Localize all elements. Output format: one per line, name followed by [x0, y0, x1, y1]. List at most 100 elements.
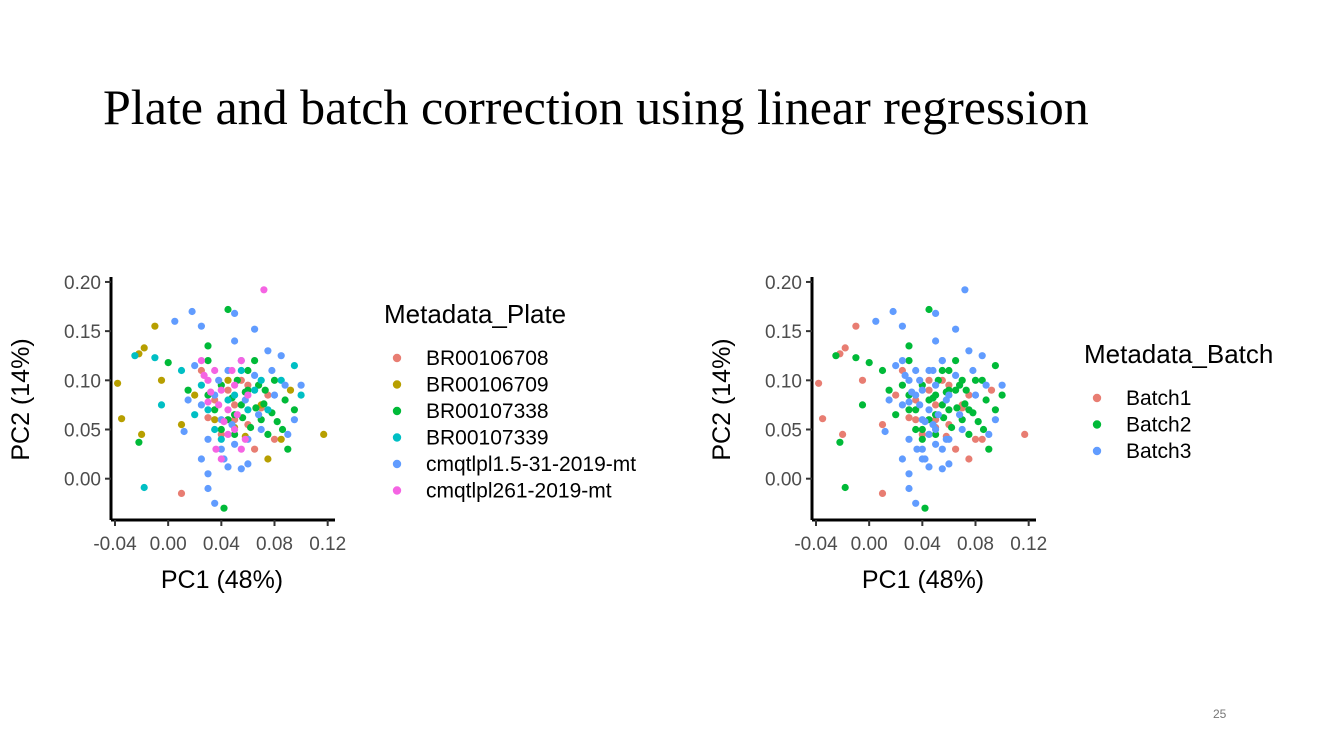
scatter-point	[264, 455, 272, 463]
scatter-point	[913, 445, 921, 453]
scatter-point	[290, 416, 298, 424]
scatter-point	[231, 391, 239, 399]
scatter-point	[912, 499, 920, 507]
scatter-point	[217, 445, 225, 453]
scatter-point	[233, 411, 241, 419]
x-tick-label: 0.04	[904, 534, 941, 555]
scatter-point	[925, 463, 933, 471]
scatter-point	[971, 376, 980, 384]
scatter-point	[905, 398, 913, 406]
scatter-point	[197, 381, 205, 389]
scatter-point	[204, 470, 212, 478]
scatter-point	[237, 445, 245, 453]
scatter-point	[270, 376, 279, 384]
scatter-point	[257, 425, 265, 434]
scatter-point	[934, 411, 942, 419]
scatter-point	[841, 344, 849, 352]
scatter-point	[140, 483, 148, 492]
scatter-point	[215, 376, 223, 384]
scatter-point	[188, 307, 196, 316]
scatter-point	[231, 440, 239, 448]
scatter-point	[231, 381, 239, 389]
scatter-point	[952, 371, 960, 379]
legend-label: cmqtlpl1.5-31-2019-mt	[426, 453, 636, 476]
scatter-point	[224, 406, 232, 414]
scatter-point	[952, 325, 960, 333]
scatter-point	[180, 427, 188, 436]
scatter-point	[841, 483, 849, 492]
scatter-point	[852, 322, 860, 330]
scatter-point	[925, 305, 933, 314]
x-tick-label: 0.08	[256, 534, 293, 555]
legend-key	[1092, 446, 1102, 456]
scatter-point	[281, 396, 289, 404]
scatter-point	[224, 376, 232, 384]
scatter-point	[237, 465, 245, 473]
scatter-point	[224, 396, 232, 404]
scatter-point	[953, 404, 961, 412]
scatter-point	[945, 391, 953, 399]
scatter-point	[191, 411, 199, 419]
scatter-point	[270, 391, 279, 399]
scatter-point	[297, 391, 305, 399]
scatter-point	[191, 391, 199, 399]
scatter-point	[320, 430, 328, 438]
legend-label: BR00106708	[426, 347, 549, 370]
scatter-point	[270, 435, 279, 443]
scatter-point	[151, 354, 159, 362]
scatter-point	[220, 418, 228, 426]
scatter-point	[978, 352, 986, 360]
y-axis-title: PC2 (14%)	[7, 338, 35, 460]
scatter-point	[932, 337, 940, 345]
scatter-point	[912, 366, 920, 375]
scatter-point	[948, 423, 956, 432]
scatter-point	[832, 352, 840, 360]
scatter-point	[998, 391, 1006, 399]
scatter-point	[978, 376, 986, 384]
scatter-point	[961, 400, 969, 408]
scatter-point	[815, 379, 823, 387]
scatter-point	[204, 357, 212, 365]
scatter-point	[965, 430, 973, 438]
scatter-point	[1021, 430, 1029, 438]
scatter-point	[912, 425, 920, 434]
y-tick-label: 0.10	[64, 371, 101, 392]
scatter-point	[985, 430, 993, 438]
scatter-point	[277, 376, 285, 384]
scatter-point	[898, 381, 907, 389]
scatter-point	[878, 489, 887, 497]
scatter-point	[297, 381, 305, 389]
legend-key	[392, 459, 402, 469]
scatter-point	[991, 362, 1000, 370]
scatter-point	[171, 317, 179, 325]
scatter-point	[204, 376, 212, 384]
scatter-point	[224, 305, 232, 314]
scatter-point	[921, 504, 929, 512]
scatter-point	[211, 366, 219, 375]
scatter-point	[932, 381, 940, 389]
scatter-point	[211, 499, 219, 507]
scatter-point	[204, 406, 212, 414]
scatter-point	[965, 455, 973, 463]
scatter-point	[858, 401, 867, 409]
scatter-point	[237, 401, 245, 409]
scatter-point	[273, 418, 281, 426]
scatter-point	[932, 391, 940, 399]
scatter-point	[197, 455, 205, 463]
scatter-point	[224, 430, 232, 438]
y-tick-label: 0.00	[64, 470, 101, 491]
scatter-point	[974, 418, 982, 426]
scatter-point	[889, 307, 897, 316]
scatter-point	[228, 366, 236, 375]
legend-label: BR00107339	[426, 427, 549, 450]
y-tick-label: 0.05	[64, 421, 101, 442]
scatter-point	[905, 435, 913, 443]
scatter-point	[836, 438, 844, 446]
scatter-point	[987, 386, 996, 394]
scatter-point	[885, 386, 893, 394]
scatter-point	[905, 414, 913, 422]
legend-key	[392, 406, 402, 416]
scatter-point	[918, 386, 926, 394]
scatter-point	[918, 435, 926, 443]
scatter-point	[991, 406, 1000, 414]
